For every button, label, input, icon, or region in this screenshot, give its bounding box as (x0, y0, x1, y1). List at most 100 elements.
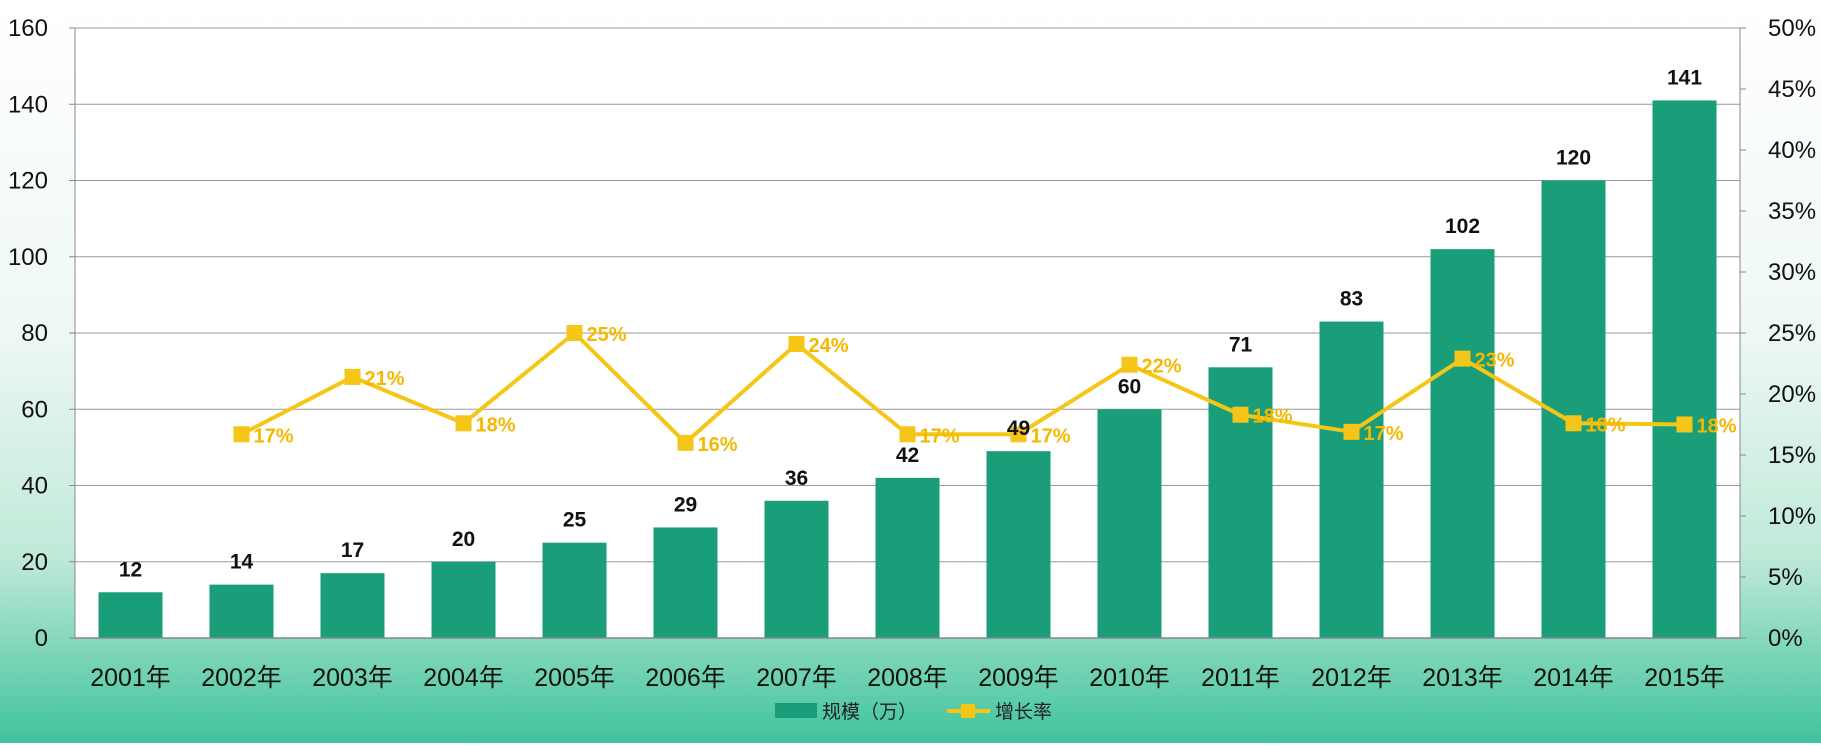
rate-line (240, 331, 1685, 445)
y-right-tick-label: 5% (1768, 564, 1803, 591)
bar (1430, 249, 1495, 638)
bar (431, 561, 496, 638)
bar (1652, 100, 1717, 638)
bar-value-label: 36 (785, 467, 808, 490)
y-right-tick-label: 35% (1768, 198, 1816, 225)
legend-line-marker (961, 704, 975, 718)
legend-bar-swatch (775, 703, 817, 718)
x-category-label: 2009年 (978, 664, 1059, 692)
rate-marker (233, 426, 250, 443)
y-right-tick-label: 20% (1768, 381, 1816, 408)
rate-value-label: 25% (587, 324, 627, 346)
bar-value-label: 25 (563, 509, 587, 532)
rate-value-label: 18% (476, 414, 516, 436)
x-category-label: 2015年 (1644, 664, 1725, 692)
bar (320, 573, 385, 638)
y-right-tick-label: 10% (1768, 503, 1816, 530)
bar (542, 542, 607, 638)
y-right-tick-label: 45% (1768, 76, 1816, 103)
bar (653, 527, 718, 638)
bar-value-label: 12 (119, 558, 142, 581)
y-right-tick-label: 15% (1768, 442, 1816, 469)
x-category-label: 2003年 (312, 664, 393, 692)
rate-marker (1676, 416, 1693, 433)
bar-value-label: 49 (1007, 417, 1030, 440)
rate-series (233, 325, 1693, 451)
rate-value-label: 23% (1475, 350, 1515, 372)
y-left-tick-label: 100 (8, 244, 48, 271)
x-category-label: 2001年 (90, 664, 171, 692)
x-category-label: 2013年 (1422, 664, 1503, 692)
rate-value-label: 22% (1142, 356, 1182, 378)
x-category-label: 2007年 (756, 664, 837, 692)
rate-value-label: 17% (1031, 425, 1071, 447)
rate-value-label: 18% (1253, 406, 1293, 428)
rate-value-label: 18% (1697, 416, 1737, 438)
bar-value-label: 42 (896, 444, 919, 467)
rate-value-label: 24% (809, 335, 849, 357)
y-left-tick-label: 120 (8, 168, 48, 195)
x-category-label: 2002年 (201, 664, 282, 692)
bar (764, 500, 829, 638)
y-left-tick-label: 0 (35, 625, 48, 652)
rate-value-label: 17% (254, 425, 294, 447)
x-category-label: 2014年 (1533, 664, 1614, 692)
rate-value-label: 17% (920, 425, 960, 447)
rate-value-label: 18% (1586, 414, 1626, 436)
bar (1319, 321, 1384, 638)
rate-value-label: 17% (1364, 423, 1404, 445)
rate-marker (1454, 350, 1471, 367)
rate-marker (677, 434, 694, 451)
bar-value-label: 141 (1667, 66, 1702, 89)
y-left-tick-label: 160 (8, 15, 48, 42)
rate-marker (1010, 426, 1027, 443)
y-right-tick-label: 50% (1768, 15, 1816, 42)
legend-bar-label: 规模（万） (822, 701, 917, 723)
y-right-tick-label: 40% (1768, 137, 1816, 164)
x-category-label: 2010年 (1089, 664, 1170, 692)
bar-value-label: 60 (1118, 375, 1141, 398)
bar-value-label: 120 (1556, 147, 1591, 170)
x-category-label: 2012年 (1311, 664, 1392, 692)
rate-marker (455, 415, 472, 432)
rate-marker (566, 325, 583, 341)
x-category-label: 2005年 (534, 664, 615, 692)
rate-marker (899, 426, 916, 443)
y-left-tick-label: 60 (21, 396, 48, 423)
rate-marker (1565, 415, 1582, 432)
y-right-tick-label: 25% (1768, 320, 1816, 347)
bar (209, 584, 274, 638)
bar (875, 477, 940, 638)
y-right-tick-label: 0% (1768, 625, 1803, 652)
y-left-tick-label: 20 (21, 549, 48, 576)
rate-value-label: 21% (365, 368, 405, 390)
y-right-tick-label: 30% (1768, 259, 1816, 286)
axes: 0 20 40 60 80 100 120 140 160 0% 5% 10% 15% 20% 25% 30%… (8, 15, 1816, 692)
bar (986, 451, 1051, 638)
x-category-label: 2011年 (1201, 664, 1280, 692)
rate-marker (344, 368, 361, 385)
x-category-label: 2004年 (423, 664, 504, 692)
bar-value-label: 102 (1445, 215, 1480, 238)
bar-value-label: 17 (341, 539, 364, 562)
rate-marker (1343, 423, 1360, 440)
rate-marker (1121, 356, 1138, 373)
bar-value-label: 83 (1340, 288, 1363, 311)
bar-value-label: 71 (1229, 333, 1253, 356)
legend-line-label: 增长率 (995, 701, 1052, 723)
bar-value-label: 20 (452, 528, 475, 551)
y-left-tick-label: 80 (21, 320, 48, 347)
bar (98, 592, 163, 638)
rate-value-label: 16% (698, 434, 738, 456)
x-category-label: 2006年 (645, 664, 726, 692)
bar-value-label: 29 (674, 493, 697, 516)
rate-marker (788, 335, 805, 352)
data-labels: 12 14 17 20 25 29 36 42 49 60 71 83 102 120 141 17% 21% 1… (119, 66, 1737, 581)
rate-marker (1232, 406, 1249, 423)
y-left-tick-label: 40 (21, 473, 48, 500)
bar-value-label: 14 (230, 551, 254, 574)
y-left-tick-label: 140 (8, 91, 48, 118)
x-category-label: 2008年 (867, 664, 948, 692)
legend: 规模（万） 增长率 (775, 701, 1052, 723)
